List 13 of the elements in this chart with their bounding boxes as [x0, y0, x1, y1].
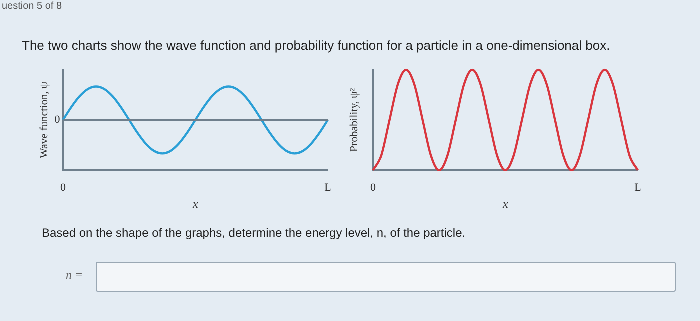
y-axis-title: Probability, ψ² — [348, 88, 360, 152]
ref-line-label: 0 — [54, 114, 61, 126]
text: Based on the shape of the graphs, determine the energy level, n, of the particle. — [42, 226, 466, 240]
text: n = — [66, 268, 84, 283]
x-tick-label: 0 — [60, 182, 66, 194]
chart-title: The two charts show the wave function and probability function for a particle in a one-dimensional box. — [22, 38, 610, 53]
x-axis-title: x — [502, 196, 509, 211]
text: uestion 5 of 8 — [2, 1, 62, 12]
x-axis-title: x — [192, 196, 199, 211]
x-tick-label: L — [324, 182, 332, 194]
y-axis-title: Wave function, ψ — [38, 82, 50, 158]
x-tick-label: 0 — [370, 182, 376, 194]
x-tick-label: L — [634, 182, 642, 194]
